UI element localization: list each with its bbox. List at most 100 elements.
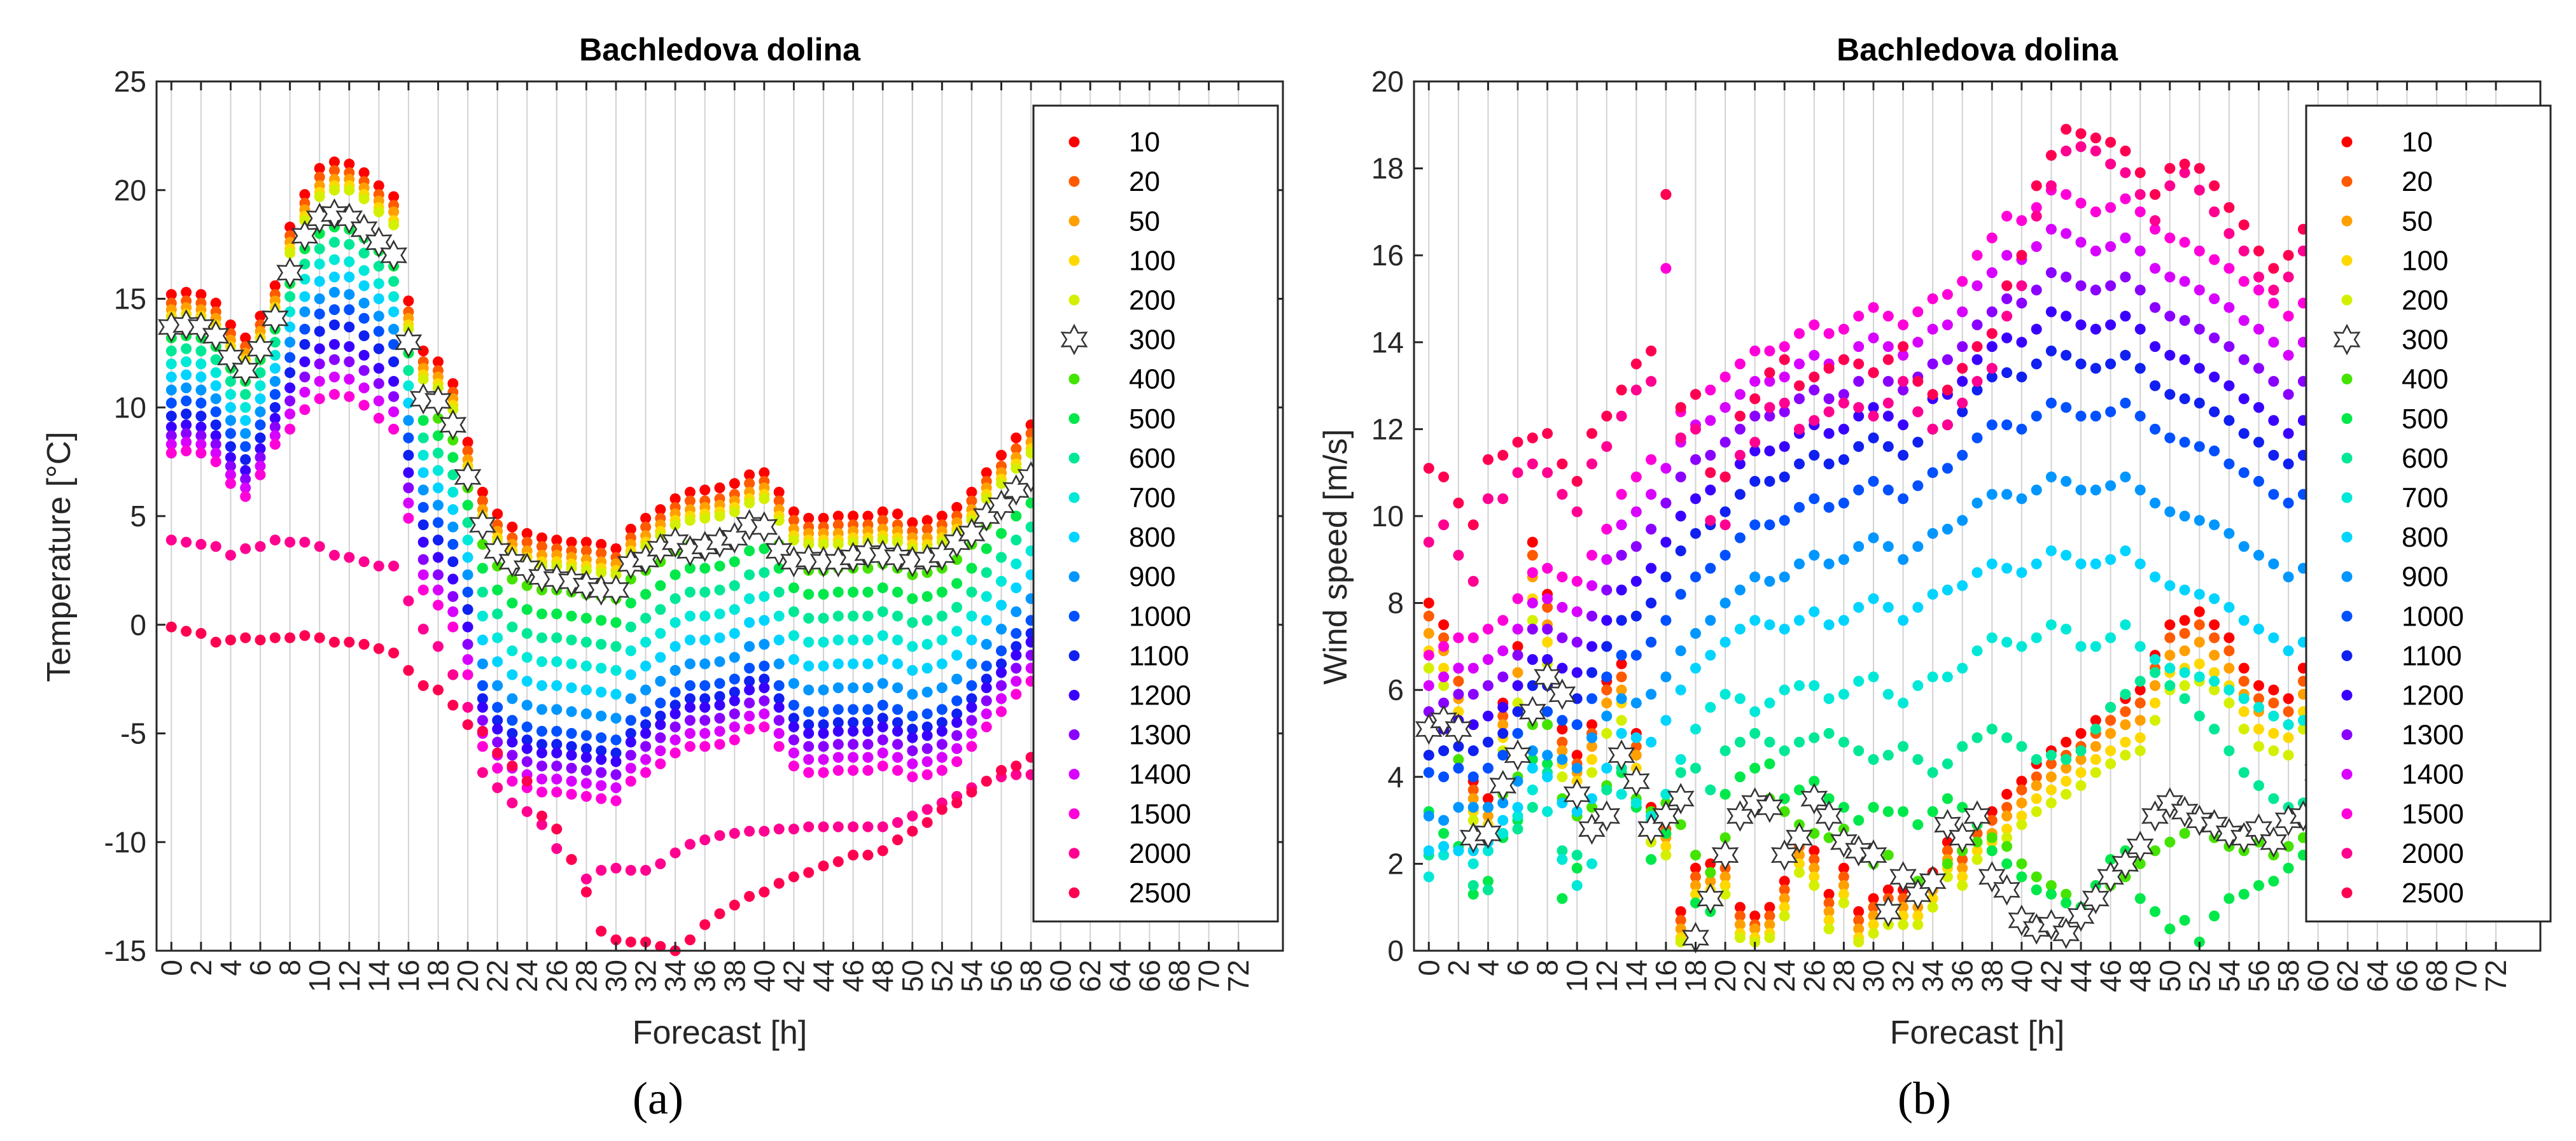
data-point — [1779, 910, 1790, 921]
data-point — [1438, 815, 1450, 826]
legend-box — [1032, 104, 1279, 923]
legend-label: 100 — [1129, 245, 1175, 276]
data-point — [373, 343, 384, 354]
data-point — [165, 397, 177, 409]
data-point — [1882, 397, 1894, 409]
data-point — [1942, 584, 1953, 596]
data-point — [1853, 906, 1865, 917]
data-point — [566, 762, 577, 774]
data-point — [2090, 724, 2101, 735]
data-point — [507, 621, 518, 633]
data-point — [2061, 776, 2072, 787]
star-point — [2185, 804, 2213, 836]
data-point — [2179, 667, 2190, 678]
data-point — [1616, 650, 1627, 661]
data-point — [832, 510, 844, 522]
data-point — [551, 760, 563, 772]
data-point — [2164, 271, 2176, 283]
data-point — [358, 639, 370, 650]
x-tick-label: 30 — [1857, 960, 1890, 992]
data-point — [848, 717, 859, 728]
data-point — [1616, 489, 1627, 500]
data-point — [1764, 619, 1775, 631]
data-point — [729, 695, 740, 706]
data-point — [165, 410, 177, 422]
data-point — [344, 304, 355, 316]
data-point — [848, 725, 859, 737]
data-point — [788, 678, 799, 689]
data-point — [1438, 697, 1450, 709]
data-point — [2268, 745, 2279, 757]
data-point — [2164, 389, 2176, 400]
data-point — [729, 687, 740, 698]
data-point — [699, 702, 711, 713]
data-point — [1734, 624, 1746, 635]
data-point — [1690, 389, 1701, 400]
data-point — [921, 756, 933, 767]
data-point — [2179, 693, 2190, 704]
data-point — [1586, 428, 1597, 439]
data-point — [966, 587, 977, 598]
data-point — [848, 704, 859, 715]
x-tick-label: 56 — [2243, 960, 2276, 992]
data-point — [1646, 563, 1657, 574]
data-point — [610, 617, 622, 628]
x-tick-label: 0 — [155, 960, 188, 976]
data-point — [2268, 710, 2279, 722]
legend-label: 2000 — [1129, 838, 1191, 869]
data-point — [477, 680, 488, 691]
data-point — [2001, 332, 2013, 344]
data-point — [1557, 632, 1568, 643]
data-point — [447, 452, 459, 463]
data-point — [1868, 432, 1879, 444]
data-point — [1646, 689, 1657, 700]
data-point — [1986, 341, 1998, 353]
data-point — [1882, 850, 1894, 861]
data-point — [610, 665, 622, 676]
data-point — [1749, 475, 1761, 487]
data-point — [640, 684, 652, 696]
data-point — [773, 702, 785, 713]
data-point — [2253, 880, 2264, 891]
data-point — [284, 382, 296, 393]
data-point — [2179, 680, 2190, 691]
data-point — [1764, 932, 1775, 943]
data-point — [610, 543, 622, 554]
data-point — [2120, 232, 2131, 244]
data-point — [773, 715, 785, 726]
star-point — [1800, 783, 1828, 815]
data-point — [1779, 684, 1790, 696]
data-point — [1898, 615, 1909, 626]
data-point — [2238, 245, 2250, 256]
data-point — [255, 541, 266, 552]
data-point — [892, 682, 903, 694]
data-point — [669, 747, 681, 759]
data-point — [2120, 349, 2131, 361]
data-point — [818, 754, 829, 765]
x-tick-label: 32 — [1887, 960, 1920, 992]
data-point — [1675, 432, 1686, 444]
data-point — [2045, 150, 2057, 161]
data-point — [344, 374, 355, 385]
data-point — [2016, 337, 2027, 348]
data-point — [344, 256, 355, 267]
data-point — [892, 765, 903, 776]
data-point — [2268, 415, 2279, 426]
data-point — [1853, 676, 1865, 687]
data-point — [1927, 293, 1938, 304]
data-point — [832, 765, 844, 776]
data-point — [2283, 498, 2294, 508]
star-point — [884, 542, 911, 573]
y-tick-label: 10 — [114, 391, 146, 424]
data-point — [596, 925, 607, 937]
data-point — [803, 512, 815, 524]
data-point — [625, 693, 636, 704]
data-point — [1868, 802, 1879, 813]
star-point — [2171, 795, 2199, 828]
data-point — [373, 326, 384, 337]
data-point — [2253, 475, 2264, 487]
data-point — [1512, 706, 1523, 717]
data-point — [2194, 671, 2205, 683]
data-point — [714, 699, 725, 711]
data-point — [759, 615, 770, 626]
